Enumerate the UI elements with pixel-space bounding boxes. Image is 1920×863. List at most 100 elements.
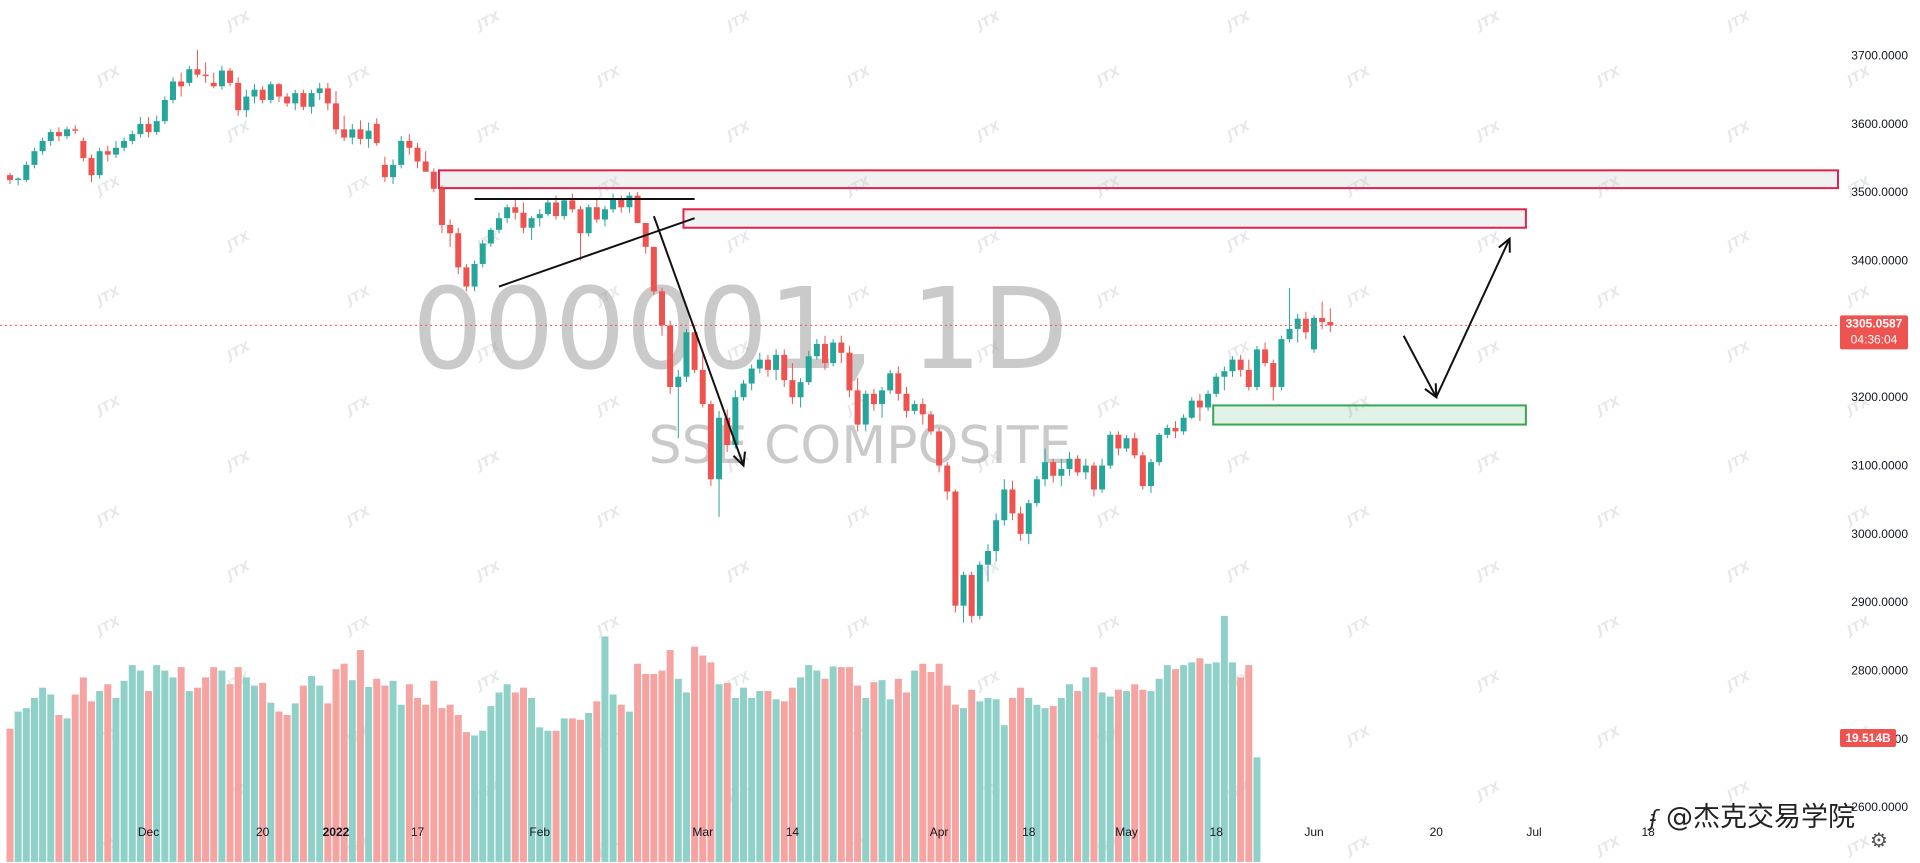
candle-body xyxy=(292,93,299,104)
volume-bar xyxy=(1204,663,1212,862)
candle-body xyxy=(813,343,820,357)
volume-bar xyxy=(1237,677,1245,862)
volume-bar xyxy=(430,680,438,862)
candle-body xyxy=(471,263,478,287)
volume-bar xyxy=(625,711,633,862)
candle-body xyxy=(1123,438,1130,449)
candle-body xyxy=(1270,363,1277,387)
candle-body xyxy=(553,202,560,217)
volume-bar xyxy=(112,697,120,862)
volume-bar xyxy=(870,682,878,862)
candle-body xyxy=(145,123,152,133)
candle-body xyxy=(577,209,584,234)
volume-bar xyxy=(145,691,153,862)
volume-bar xyxy=(805,665,813,862)
volume-bar xyxy=(381,685,389,862)
candle-body xyxy=(862,393,869,425)
price-tick-label: 3100.0000 xyxy=(1851,459,1908,473)
projection-arrow xyxy=(652,215,745,466)
price-tick-label: 2800.0000 xyxy=(1851,664,1908,678)
brand-watermark-tile: JTX xyxy=(972,9,1004,35)
volume-bar xyxy=(976,701,984,862)
volume-bar xyxy=(634,663,642,862)
brand-watermark-tile: JTX xyxy=(0,229,4,255)
volume-bar xyxy=(650,673,658,862)
volume-bar xyxy=(234,667,242,862)
volume-bar xyxy=(462,732,470,862)
brand-watermark-tile: JTX xyxy=(472,449,504,475)
candle-body xyxy=(895,373,902,394)
brand-watermark-tile: JTX xyxy=(1842,834,1874,860)
volume-bar xyxy=(1171,669,1179,862)
candle-body xyxy=(927,414,934,432)
volume-bar xyxy=(365,686,373,862)
candle-body xyxy=(1196,400,1203,408)
candle-body xyxy=(161,99,168,122)
volume-bar xyxy=(1163,665,1171,862)
brand-watermark-tile: JTX xyxy=(92,284,124,310)
candle-body xyxy=(243,96,250,111)
candle-body xyxy=(691,332,698,370)
volume-bar xyxy=(1147,691,1155,862)
volume-bar xyxy=(731,697,739,862)
candle-body xyxy=(707,404,714,480)
brand-watermark-tile: JTX xyxy=(1592,614,1624,640)
volume-bar xyxy=(1123,691,1131,862)
volume-bar xyxy=(511,692,519,862)
candle-body xyxy=(1221,371,1228,377)
volume-bar xyxy=(740,687,747,862)
gear-icon[interactable]: ⚙ xyxy=(1870,828,1888,852)
candle-body xyxy=(1131,438,1138,456)
candle-body xyxy=(618,199,625,208)
volume-bar xyxy=(218,670,226,862)
volume-bar xyxy=(1180,665,1188,862)
brand-watermark-tile: JTX xyxy=(1592,64,1624,90)
candle-body xyxy=(186,69,193,83)
candle-body xyxy=(610,199,617,210)
candle-body xyxy=(724,417,731,446)
volume-bar xyxy=(935,663,943,862)
last-price-value: 3305.0587 xyxy=(1846,316,1903,330)
candle-body xyxy=(561,200,568,217)
brand-watermark-tile: JTX xyxy=(1592,834,1624,860)
brand-watermark-tile: JTX xyxy=(1592,394,1624,420)
candle-body xyxy=(1148,462,1154,487)
last-volume-tag xyxy=(1840,729,1896,747)
brand-watermark-tile: JTX xyxy=(222,119,254,145)
volume-bar xyxy=(797,677,805,862)
projection-arrow xyxy=(1435,238,1511,398)
volume-bar xyxy=(658,670,666,862)
price-axis[interactable]: 3700.00003600.00003500.00003400.00003300… xyxy=(1851,49,1908,815)
brand-watermark-tile: JTX xyxy=(842,64,874,90)
volume-bar xyxy=(829,666,837,862)
candle-body xyxy=(822,343,828,364)
arrow-head xyxy=(732,451,746,468)
volume-bar xyxy=(813,670,821,862)
volume-bar xyxy=(47,694,55,862)
brand-watermark-tile: JTX xyxy=(1092,284,1124,310)
volume-bar xyxy=(446,704,454,862)
brand-watermark-tile: JTX xyxy=(342,504,374,530)
time-tick-label: 2022 xyxy=(323,825,350,839)
candle-body xyxy=(80,140,87,159)
candle-body xyxy=(968,574,975,616)
price-tick-label: 3000.0000 xyxy=(1851,527,1908,541)
volume-bar xyxy=(487,706,495,862)
volume-bar xyxy=(642,673,650,862)
brand-watermark-tile: JTX xyxy=(972,669,1004,695)
brand-watermark-tile: JTX xyxy=(222,339,254,365)
time-tick-label: May xyxy=(1115,825,1138,839)
volume-bar xyxy=(609,694,617,862)
volume-bar xyxy=(674,678,682,862)
price-tick-label: 3600.0000 xyxy=(1851,117,1908,131)
time-axis[interactable]: Dec 20 2022 17 Feb Mar 14 Apr 18 May 18 Jun 20 Jul 18 xyxy=(138,825,1655,839)
zones xyxy=(437,169,1840,426)
candle-body xyxy=(773,354,780,370)
brand-watermark-tile: JTX xyxy=(0,559,4,585)
candle-body xyxy=(944,465,951,492)
candle-body xyxy=(300,93,307,107)
candle-body xyxy=(316,88,323,94)
volume-bar xyxy=(71,694,79,862)
